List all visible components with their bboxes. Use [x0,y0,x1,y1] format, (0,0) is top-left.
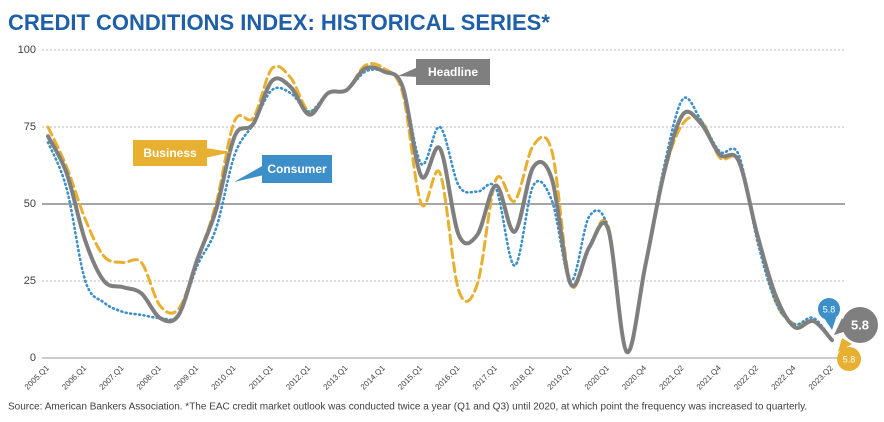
legend-label: Consumer [267,162,327,176]
x-tick-label: 2007.Q1 [97,363,125,391]
chart-title: CREDIT CONDITIONS INDEX: HISTORICAL SERI… [8,10,550,35]
legend-box [133,140,207,166]
y-tick-label: 50 [24,198,36,210]
x-tick-label: 2018.Q1 [508,363,536,391]
x-tick-label: 2014.Q1 [359,363,387,391]
y-tick-label: 25 [24,275,36,287]
value-bubble [818,298,840,320]
x-tick-label: 2022.Q2 [732,363,760,391]
series-line [46,65,834,354]
callout-pointer [205,148,232,158]
legend-box [416,59,490,85]
x-tick-label: 2023.Q2 [807,363,835,391]
data-label: 5.8 [823,304,836,314]
x-tick-label: 2010.Q1 [209,363,237,391]
x-tick-label: 2011.Q1 [247,363,275,391]
x-tick-label: 2012.Q1 [284,363,312,391]
data-label: 5.8 [843,354,856,364]
x-tick-label: 2009.Q1 [172,363,200,391]
legend-label: Business [143,146,197,160]
x-tick-label: 2019.Q1 [545,363,573,391]
value-bubble [842,307,878,343]
legend-box [262,155,332,183]
y-tick-label: 75 [24,121,36,133]
value-bubble [837,347,861,371]
data-label: 5.8 [851,317,869,332]
x-tick-label: 2006.Q1 [60,363,88,391]
bubble-pointer [824,318,836,330]
source-note: Source: American Bankers Association. *T… [8,402,807,413]
x-tick-label: 2016.Q1 [433,363,461,391]
series-line [46,62,834,354]
x-tick-label: 2015.Q1 [396,363,424,391]
y-tick-label: 0 [30,352,36,364]
x-tick-label: 2021.Q4 [695,363,723,391]
x-tick-label: 2013.Q1 [321,363,349,391]
x-tick-label: 2005.Q1 [23,363,51,391]
y-tick-label: 100 [18,44,36,56]
x-tick-label: 2021.Q2 [657,363,685,391]
bubble-pointer [838,338,852,352]
legend-label: Headline [428,65,478,79]
x-tick-label: 2022.Q4 [769,363,797,391]
x-tick-label: 2008.Q1 [135,363,163,391]
x-tick-label: 2020.Q4 [620,363,648,391]
x-tick-label: 2020.Q1 [583,363,611,391]
x-tick-label: 2017.Q1 [471,363,499,391]
series-line [46,68,834,354]
callout-pointer [234,165,264,182]
callout-pointer [398,67,418,77]
